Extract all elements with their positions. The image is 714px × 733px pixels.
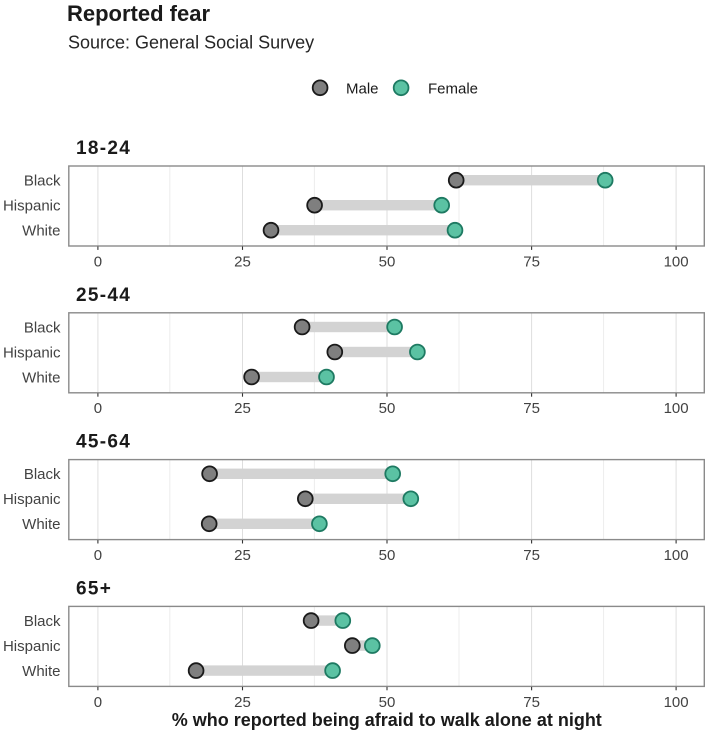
svg-text:Hispanic: Hispanic — [3, 198, 61, 215]
svg-text:25: 25 — [234, 694, 251, 711]
svg-text:100: 100 — [664, 694, 689, 711]
svg-text:100: 100 — [664, 253, 689, 270]
svg-text:100: 100 — [664, 400, 689, 417]
svg-text:Black: Black — [24, 319, 61, 336]
svg-text:25: 25 — [234, 547, 251, 564]
svg-text:25: 25 — [234, 400, 251, 417]
svg-text:Hispanic: Hispanic — [3, 491, 61, 508]
svg-text:White: White — [22, 516, 60, 533]
svg-text:0: 0 — [94, 253, 102, 270]
svg-text:Hispanic: Hispanic — [3, 638, 61, 655]
svg-text:50: 50 — [379, 400, 396, 417]
svg-text:75: 75 — [523, 694, 540, 711]
svg-text:50: 50 — [379, 547, 396, 564]
svg-text:White: White — [22, 369, 60, 386]
svg-text:Male: Male — [346, 80, 379, 97]
svg-text:25-44: 25-44 — [76, 285, 131, 306]
svg-text:75: 75 — [523, 547, 540, 564]
svg-text:50: 50 — [379, 694, 396, 711]
svg-text:45-64: 45-64 — [76, 432, 131, 453]
svg-text:75: 75 — [523, 400, 540, 417]
svg-text:Reported fear: Reported fear — [67, 1, 210, 26]
svg-text:100: 100 — [664, 547, 689, 564]
svg-text:0: 0 — [94, 547, 102, 564]
svg-text:% who reported being afraid to: % who reported being afraid to walk alon… — [172, 710, 602, 730]
svg-text:50: 50 — [379, 253, 396, 270]
svg-text:65+: 65+ — [76, 579, 112, 600]
svg-text:Black: Black — [24, 466, 61, 483]
svg-text:Black: Black — [24, 613, 61, 630]
svg-text:White: White — [22, 663, 60, 680]
svg-text:Hispanic: Hispanic — [3, 344, 61, 361]
svg-text:0: 0 — [94, 694, 102, 711]
svg-text:25: 25 — [234, 253, 251, 270]
svg-text:Female: Female — [428, 80, 478, 97]
svg-text:White: White — [22, 223, 60, 240]
svg-text:18-24: 18-24 — [76, 138, 131, 159]
svg-text:75: 75 — [523, 253, 540, 270]
svg-text:0: 0 — [94, 400, 102, 417]
svg-text:Source: General Social Survey: Source: General Social Survey — [68, 33, 314, 53]
svg-text:Black: Black — [24, 173, 61, 190]
